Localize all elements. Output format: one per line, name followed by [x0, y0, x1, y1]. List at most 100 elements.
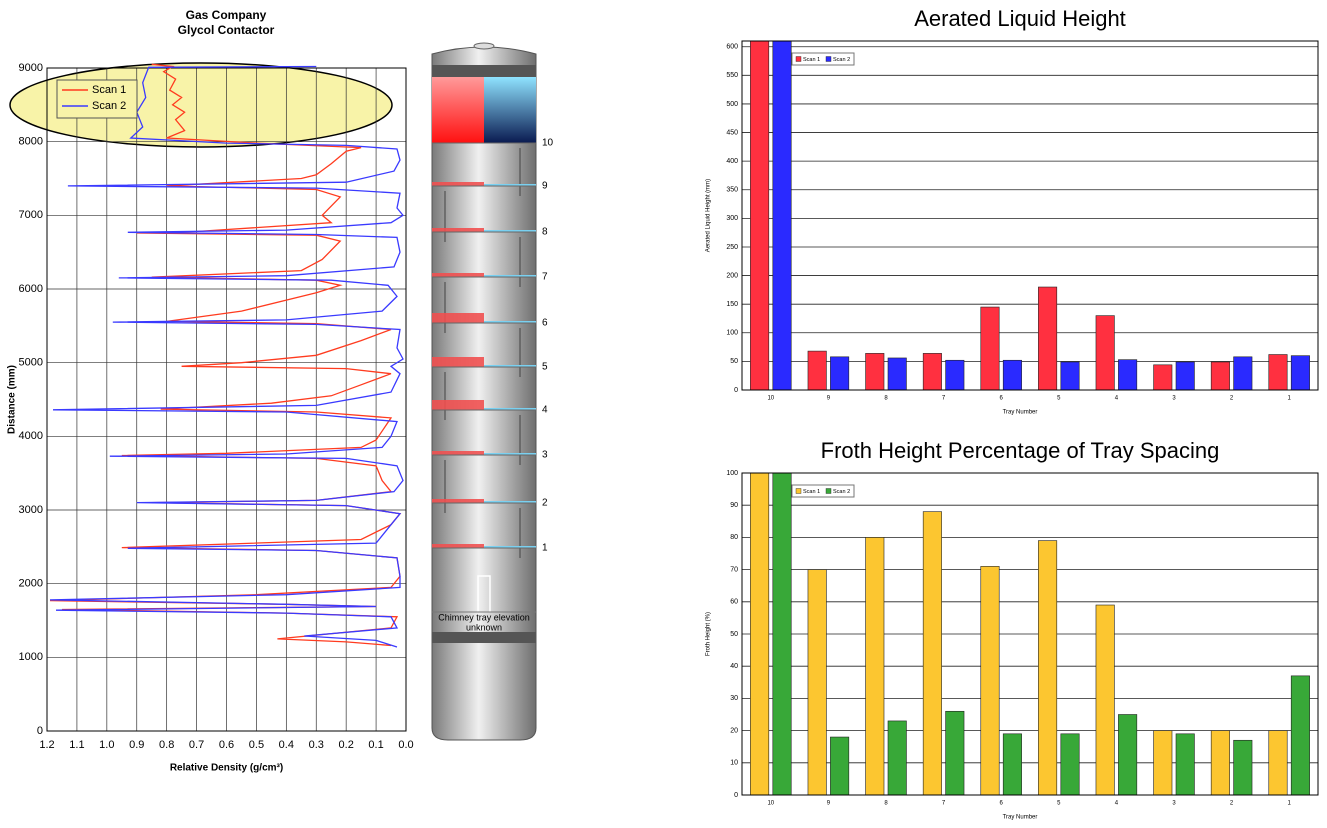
bar [1234, 740, 1252, 795]
y-tick-label: 10 [730, 760, 738, 767]
x-tick-label: 4 [1115, 801, 1119, 807]
bar [808, 570, 826, 795]
y-axis-label: Aerated Liquid Height (mm) [706, 179, 712, 252]
x-tick-label: 1.2 [39, 739, 54, 751]
y-axis-label: Froth Height (%) [706, 612, 712, 656]
y-tick-label: 250 [726, 244, 738, 251]
x-tick-label: 10 [767, 801, 774, 807]
tray-label: 6 [542, 318, 548, 329]
bar [750, 473, 768, 795]
tray-froth-scan1 [432, 182, 484, 186]
y-tick-label: 40 [730, 663, 738, 670]
x-tick-label: 7 [942, 396, 946, 402]
chart-title: Aerated Liquid Height [914, 6, 1126, 31]
bar [1211, 731, 1229, 795]
data-line [50, 64, 400, 645]
page: 10987654321Chimney tray elevationunknown… [0, 0, 1327, 828]
y-tick-label: 6000 [19, 283, 43, 295]
chart-title: Froth Height Percentage of Tray Spacing [821, 438, 1220, 463]
bar [923, 353, 941, 390]
tray-label: 2 [542, 498, 548, 509]
y-tick-label: 70 [730, 566, 738, 573]
tray-froth-scan1 [432, 313, 484, 323]
x-tick-label: 10 [767, 396, 774, 402]
bar [981, 566, 999, 795]
bar [888, 721, 906, 795]
bar [773, 473, 791, 795]
y-tick-label: 0 [37, 725, 43, 737]
y-tick-label: 90 [730, 502, 738, 509]
tray-froth-scan1 [432, 273, 484, 277]
bar [1096, 605, 1114, 795]
column-diagram [432, 43, 536, 740]
x-tick-label: 0.0 [398, 739, 413, 751]
y-tick-label: 60 [730, 599, 738, 606]
y-tick-label: 450 [726, 129, 738, 136]
y-tick-label: 2000 [19, 578, 43, 590]
bar [1154, 731, 1172, 795]
y-tick-label: 30 [730, 695, 738, 702]
x-axis-label: Tray Number [1003, 815, 1038, 821]
x-tick-label: 9 [827, 801, 831, 807]
bar [981, 307, 999, 390]
tray-label: 3 [542, 450, 548, 461]
y-tick-label: 550 [726, 72, 738, 79]
chart-subtitle: Glycol Contactor [178, 23, 275, 37]
x-tick-label: 2 [1230, 801, 1234, 807]
y-tick-label: 600 [726, 44, 738, 51]
y-tick-label: 7000 [19, 209, 43, 221]
bar [1234, 357, 1252, 390]
x-axis-label: Tray Number [1003, 410, 1038, 416]
bar [1061, 734, 1079, 795]
legend-label: Scan 1 [803, 489, 820, 495]
bar [1291, 356, 1309, 390]
bar [830, 357, 848, 390]
tray-label: 8 [542, 227, 548, 238]
legend-swatch [796, 57, 801, 62]
y-axis-label: Distance (mm) [7, 365, 18, 434]
bar [1269, 731, 1287, 795]
bar [1003, 734, 1021, 795]
tray-label: 9 [542, 181, 548, 192]
y-tick-label: 300 [726, 215, 738, 222]
y-tick-label: 9000 [19, 62, 43, 74]
x-tick-label: 1.0 [99, 739, 114, 751]
y-tick-label: 8000 [19, 136, 43, 148]
y-tick-label: 20 [730, 727, 738, 734]
tray-froth-scan1 [432, 357, 484, 367]
chimney-note: Chimney tray elevation [438, 612, 530, 622]
legend-swatch [796, 489, 801, 494]
y-tick-label: 80 [730, 534, 738, 541]
x-tick-label: 3 [1172, 801, 1176, 807]
bar [830, 737, 848, 795]
bar [946, 360, 964, 390]
tray-label: 4 [542, 405, 548, 416]
bar [946, 711, 964, 795]
y-tick-label: 0 [734, 792, 738, 799]
x-axis-label: Relative Density (g/cm³) [170, 763, 283, 774]
y-tick-label: 100 [726, 470, 738, 477]
plot-frame [742, 41, 1318, 390]
y-tick-label: 50 [730, 358, 738, 365]
bar [1061, 362, 1079, 390]
liquid-level-scan1 [432, 77, 484, 143]
x-tick-label: 0.6 [219, 739, 234, 751]
x-tick-label: 0.2 [339, 739, 354, 751]
tray-label: 7 [542, 272, 548, 283]
tray-froth-scan1 [432, 228, 484, 232]
x-tick-label: 0.1 [368, 739, 383, 751]
tray-froth-scan1 [432, 451, 484, 455]
x-tick-label: 0.7 [189, 739, 204, 751]
bar [1118, 715, 1136, 796]
legend-label: Scan 1 [803, 57, 820, 63]
y-tick-label: 0 [734, 387, 738, 394]
bar [808, 351, 826, 390]
bar [1269, 355, 1287, 390]
y-tick-label: 4000 [19, 430, 43, 442]
bar [1118, 360, 1136, 390]
column-band [432, 632, 536, 643]
y-tick-label: 400 [726, 158, 738, 165]
y-tick-label: 150 [726, 301, 738, 308]
tray-froth-scan1 [432, 499, 484, 503]
x-tick-label: 7 [942, 801, 946, 807]
